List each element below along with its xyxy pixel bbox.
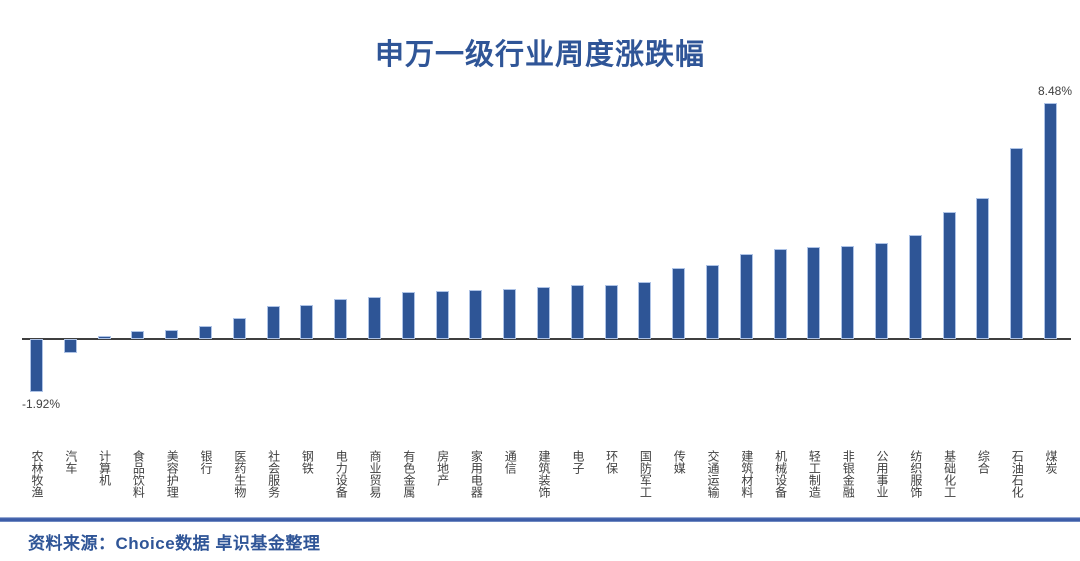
category-label-非银金融: 非银金融 [841, 450, 856, 498]
bar-轻工制造 [807, 247, 821, 339]
category-label-建筑材料: 建筑材料 [739, 450, 754, 498]
category-label-建筑装饰: 建筑装饰 [537, 450, 552, 498]
category-label-农林牧渔: 农林牧渔 [30, 450, 45, 498]
bar-商业贸易 [368, 296, 381, 339]
category-label-美容护理: 美容护理 [165, 450, 180, 498]
bar-机械设备 [773, 248, 787, 339]
bar-传媒 [672, 268, 686, 339]
bar-农林牧渔 [30, 339, 43, 393]
category-label-国防军工: 国防军工 [638, 450, 653, 498]
category-label-食品饮料: 食品饮料 [131, 450, 146, 498]
bar-医药生物 [232, 317, 246, 339]
category-label-煤炭: 煤炭 [1044, 450, 1059, 474]
category-label-钢铁: 钢铁 [300, 450, 315, 474]
category-label-房地产: 房地产 [435, 450, 450, 486]
category-label-商业贸易: 商业贸易 [368, 450, 383, 498]
bar-食品饮料 [131, 330, 145, 339]
data-label-煤炭: 8.48% [1037, 84, 1073, 99]
bar-通信 [503, 288, 517, 339]
bar-综合 [976, 198, 990, 339]
bar-钢铁 [300, 305, 314, 339]
bar-公用事业 [875, 243, 888, 339]
category-label-计算机: 计算机 [97, 450, 112, 486]
footer-divider [0, 517, 1080, 522]
category-label-家用电器: 家用电器 [469, 450, 484, 498]
category-label-社会服务: 社会服务 [266, 450, 281, 498]
category-label-公用事业: 公用事业 [875, 450, 890, 498]
bar-交通运输 [706, 265, 719, 339]
category-label-交通运输: 交通运输 [706, 450, 721, 498]
category-label-环保: 环保 [604, 450, 619, 474]
bar-计算机 [97, 335, 111, 339]
category-label-电子: 电子 [570, 450, 585, 474]
category-label-有色金属: 有色金属 [401, 450, 416, 498]
bar-建筑装饰 [537, 287, 550, 339]
bar-煤炭 [1044, 103, 1057, 339]
bar-房地产 [435, 291, 449, 339]
bar-纺织服饰 [908, 234, 922, 339]
bar-国防军工 [638, 282, 652, 339]
category-label-纺织服饰: 纺织服饰 [908, 450, 923, 498]
category-label-机械设备: 机械设备 [773, 450, 788, 498]
bar-银行 [199, 326, 212, 339]
category-label-石油石化: 石油石化 [1010, 450, 1025, 498]
category-label-电力设备: 电力设备 [334, 450, 349, 498]
category-label-传媒: 传媒 [672, 450, 687, 474]
bar-基础化工 [942, 212, 956, 339]
bar-电子 [570, 285, 584, 339]
bar-环保 [604, 284, 618, 339]
bar-非银金融 [841, 245, 855, 339]
bar-电力设备 [334, 298, 348, 339]
bar-社会服务 [266, 305, 280, 339]
category-label-银行: 银行 [199, 450, 214, 474]
category-label-医药生物: 医药生物 [232, 450, 247, 498]
chart-title: 申万一级行业周度涨跌幅 [374, 39, 705, 71]
data-label-农林牧渔: -1.92% [21, 397, 61, 412]
category-label-通信: 通信 [503, 450, 518, 474]
bar-汽车 [63, 339, 77, 354]
source-note: 资料来源：Choice数据 卓识基金整理 [28, 534, 321, 553]
category-label-基础化工: 基础化工 [942, 450, 957, 498]
bar-美容护理 [165, 329, 179, 339]
bar-家用电器 [469, 289, 483, 339]
bar-有色金属 [401, 292, 415, 339]
bar-建筑材料 [739, 253, 753, 339]
bar-石油石化 [1010, 147, 1024, 339]
category-label-汽车: 汽车 [63, 450, 78, 474]
category-label-综合: 综合 [976, 450, 991, 474]
x-axis-line [22, 338, 1071, 340]
category-label-轻工制造: 轻工制造 [807, 450, 822, 498]
